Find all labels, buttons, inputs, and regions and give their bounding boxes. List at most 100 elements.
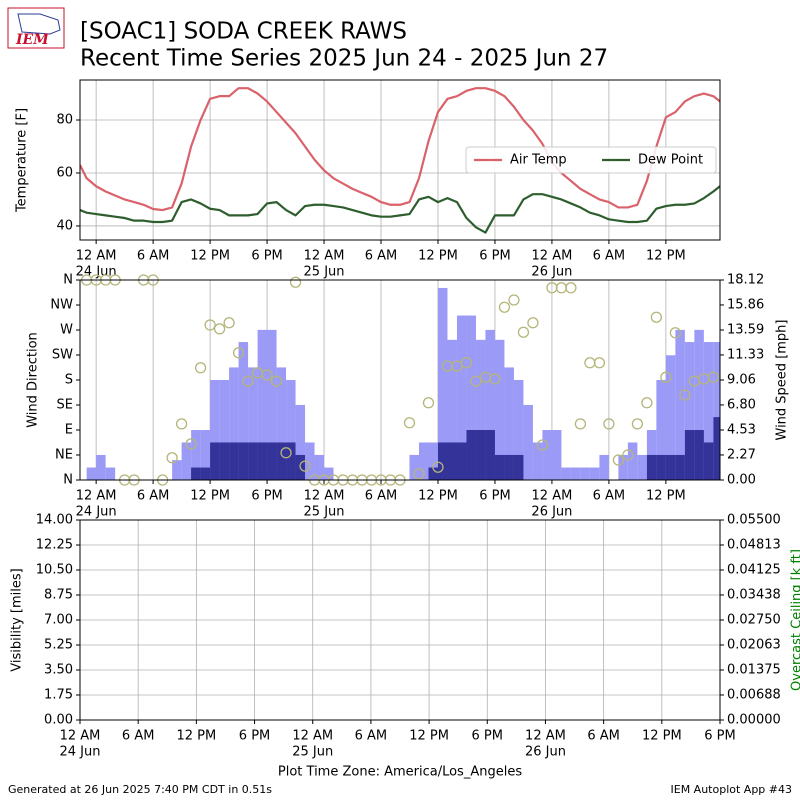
x-tick-label: 6 AM — [593, 249, 626, 264]
direction-point — [232, 347, 245, 359]
x-tick-label: 12 AM — [525, 729, 566, 744]
bar — [276, 442, 287, 480]
panel: 12 AM 6 AM 12 PM 6 PM 12 AM 6 AM 12 PM 6 PM 12 A… — [26, 273, 790, 520]
bar — [475, 430, 486, 480]
bar — [466, 430, 476, 480]
panel: 12 AM 6 AM 12 PM 6 PM 12 AM 6 AM 12 PM 6 PM 12 A… — [10, 513, 800, 780]
y2-tick-label: 11.33 — [727, 347, 764, 362]
bar — [599, 454, 609, 480]
y-tick-label: W — [60, 323, 73, 338]
bar — [238, 342, 249, 480]
bar — [210, 442, 220, 480]
bar — [475, 339, 486, 480]
x-tick-label: 6 PM — [479, 489, 510, 504]
x-day-label: 26 Jun — [525, 745, 566, 760]
direction-point — [584, 357, 596, 369]
x-tick-label: 12 PM — [646, 249, 686, 264]
x-tick-label: 6 PM — [239, 729, 270, 744]
y-tick-label: 5.25 — [44, 638, 73, 653]
bar — [210, 380, 220, 480]
bar — [418, 442, 429, 480]
direction-point — [432, 461, 444, 473]
plot-area — [80, 87, 720, 234]
bar — [485, 430, 495, 480]
direction-point — [460, 357, 473, 369]
bar — [447, 339, 457, 480]
logo-frame — [7, 7, 65, 49]
bar — [286, 442, 296, 480]
plot-frame — [79, 79, 721, 241]
bar — [656, 454, 666, 480]
bar — [191, 467, 201, 480]
direction-point — [204, 319, 216, 331]
bar — [437, 287, 448, 480]
bar — [238, 442, 249, 480]
bar — [276, 367, 287, 480]
bar — [96, 454, 106, 480]
direction-point — [555, 282, 568, 294]
direction-point — [261, 369, 273, 381]
y2-tick-label: 0.00000 — [727, 713, 781, 728]
direction-point — [574, 418, 587, 430]
bar — [105, 467, 116, 480]
y-tick-label: 1.75 — [44, 688, 73, 703]
bar — [172, 460, 182, 480]
bar — [570, 467, 581, 480]
y-tick-label: 7.00 — [44, 613, 73, 628]
x-tick-label: 6 PM — [472, 729, 503, 744]
y2-axis-label: Overcast Ceiling [k ft] — [790, 549, 800, 691]
bar — [428, 442, 438, 480]
direction-point — [280, 447, 292, 459]
bar — [684, 342, 695, 480]
y-tick-label: 80 — [56, 113, 73, 128]
y2-tick-label: 9.06 — [727, 373, 756, 388]
y2-tick-label: 0.04125 — [727, 563, 781, 578]
y2-tick-label: 18.12 — [727, 273, 764, 288]
y2-axis-label: Wind Speed [mph] — [775, 320, 790, 441]
bar — [437, 442, 448, 480]
direction-point — [565, 282, 577, 294]
bar — [646, 454, 657, 480]
y-tick-label: 12.25 — [36, 538, 73, 553]
logo-text: IEM — [15, 32, 49, 48]
bar — [703, 342, 714, 480]
y-tick-label: 60 — [56, 165, 73, 180]
direction-point — [508, 294, 520, 306]
x-tick-label: 6 PM — [704, 729, 735, 744]
y2-tick-label: 6.80 — [727, 397, 756, 412]
bar — [466, 315, 476, 480]
direction-point — [641, 397, 653, 409]
bar — [248, 442, 258, 480]
y2-tick-label: 0.00 — [727, 473, 756, 488]
bar — [86, 467, 97, 480]
bar — [286, 380, 296, 480]
bar — [637, 454, 647, 480]
y2-tick-label: 2.27 — [727, 447, 756, 462]
y-tick-label: N — [63, 273, 73, 288]
bar — [694, 329, 704, 480]
bar — [703, 442, 714, 480]
bar — [504, 367, 514, 480]
x-tick-label: 12 PM — [176, 729, 216, 744]
direction-point — [489, 373, 501, 385]
line-series — [80, 185, 720, 234]
x-day-label: 24 Jun — [76, 265, 117, 280]
line-series — [80, 87, 720, 212]
y-tick-label: SE — [57, 398, 73, 413]
y2-tick-label: 0.02063 — [727, 637, 781, 652]
bar — [627, 442, 638, 480]
bar — [542, 430, 552, 480]
bar — [665, 355, 676, 480]
bar — [532, 442, 543, 480]
x-tick-label: 6 AM — [137, 249, 170, 264]
x-day-label: 26 Jun — [531, 505, 572, 520]
bar — [513, 454, 524, 480]
y-tick-label: 8.75 — [44, 588, 73, 603]
panel: 12 AM 6 AM 12 PM 6 PM 12 AM 6 AM 12 PM 6 PM 12 A… — [15, 79, 721, 280]
y2-tick-label: 0.01375 — [727, 663, 781, 678]
bar — [200, 467, 211, 480]
direction-point — [194, 362, 207, 374]
legend-box — [465, 146, 717, 174]
bar — [219, 442, 230, 480]
